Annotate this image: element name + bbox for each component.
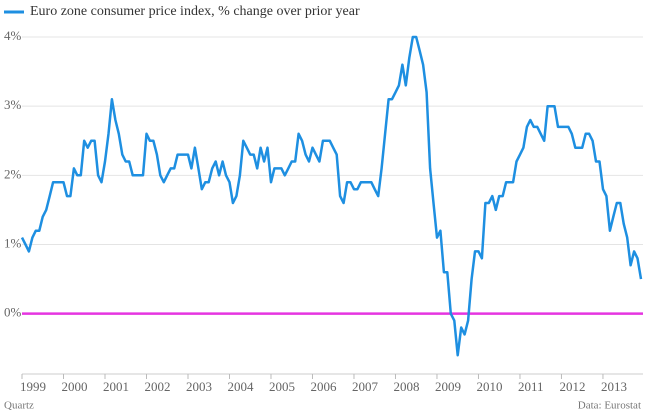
source-left: Quartz bbox=[4, 400, 34, 412]
x-tick-label: 2005 bbox=[269, 379, 295, 394]
source-right: Data: Eurostat bbox=[578, 400, 641, 412]
x-tick-label: 1999 bbox=[20, 379, 46, 394]
x-tick-label: 2002 bbox=[144, 379, 170, 394]
y-tick-label: 1% bbox=[4, 235, 22, 250]
x-tick-label: 2012 bbox=[559, 379, 585, 394]
x-tick-label: 2003 bbox=[186, 379, 212, 394]
x-tick-label: 2004 bbox=[227, 379, 254, 394]
x-tick-label: 2006 bbox=[310, 379, 337, 394]
x-tick-label: 2013 bbox=[601, 379, 627, 394]
x-tick-label: 2009 bbox=[435, 379, 461, 394]
y-tick-label: 2% bbox=[4, 166, 22, 181]
y-tick-label: 4% bbox=[4, 28, 22, 43]
x-tick-label: 2010 bbox=[476, 379, 502, 394]
x-tick-label: 2000 bbox=[61, 379, 87, 394]
data-line bbox=[20, 35, 643, 357]
legend-label: Euro zone consumer price index, % change… bbox=[30, 4, 360, 19]
x-tick-label: 2011 bbox=[518, 379, 544, 394]
x-tick-label: 2007 bbox=[352, 379, 379, 394]
x-tick-label: 2001 bbox=[103, 379, 129, 394]
x-tick-label: 2008 bbox=[393, 379, 419, 394]
y-tick-label: 0% bbox=[4, 305, 22, 320]
y-tick-label: 3% bbox=[4, 97, 22, 112]
